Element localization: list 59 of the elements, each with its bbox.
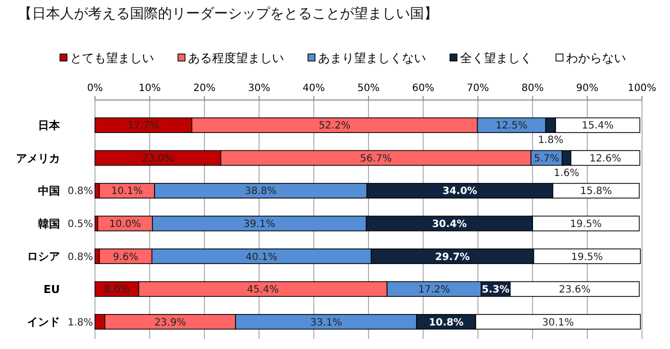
data-label: 39.1%	[243, 219, 276, 230]
y-tick-label: EU	[44, 282, 60, 296]
x-tick-label: 100%	[628, 83, 656, 94]
legend-label: あまり望ましくない	[318, 51, 426, 66]
data-label: 10.8%	[428, 317, 464, 328]
data-label: 23.0%	[142, 153, 174, 164]
legend-label: 全く望ましく	[460, 51, 532, 66]
data-label: 9.6%	[112, 252, 138, 263]
x-tick-label: 0%	[87, 83, 103, 94]
data-label: 34.0%	[442, 186, 478, 198]
y-tick-label: 韓国	[38, 217, 60, 230]
data-label: 15.4%	[582, 120, 614, 132]
data-label: 19.5%	[571, 252, 603, 263]
x-tick-label: 70%	[466, 83, 490, 94]
data-label: 38.8%	[244, 186, 277, 198]
data-label: 1.8%	[68, 317, 93, 328]
x-tick-label: 80%	[521, 83, 544, 94]
data-label: 29.7%	[435, 252, 470, 263]
data-label: 30.4%	[432, 219, 467, 230]
data-label: 5.3%	[482, 284, 510, 296]
data-label: 0.5%	[68, 219, 93, 230]
legend-label: とても望ましい	[70, 51, 154, 66]
data-label: 10.1%	[111, 186, 143, 198]
data-label: 12.6%	[589, 153, 622, 164]
data-label: 1.6%	[554, 168, 580, 179]
x-tick-label: 50%	[357, 83, 380, 94]
data-label: 0.8%	[68, 252, 93, 263]
x-tick-label: 10%	[138, 83, 161, 94]
y-tick-label: アメリカ	[16, 152, 60, 165]
data-label: 5.7%	[534, 153, 560, 164]
data-label: 40.1%	[246, 252, 278, 263]
chart-title: 【日本人が考える国際的リーダーシップをとることが望ましい国】	[18, 6, 438, 22]
x-tick-label: 40%	[302, 83, 325, 94]
y-tick-label: ロシア	[27, 250, 60, 264]
data-label: 19.5%	[570, 219, 602, 230]
x-tick-label: 90%	[576, 83, 598, 94]
data-label: 8.0%	[104, 284, 130, 296]
data-label: 15.8%	[580, 186, 612, 198]
data-label: 17.2%	[418, 284, 450, 296]
data-label: 10.0%	[109, 219, 141, 230]
data-label: 0.8%	[68, 186, 93, 198]
legend-label: わからない	[566, 51, 626, 66]
x-tick-label: 30%	[248, 83, 270, 94]
legend-label: ある程度望ましい	[188, 51, 284, 66]
data-label: 30.1%	[542, 317, 574, 328]
data-label: 1.8%	[538, 135, 564, 146]
data-label: 33.1%	[310, 317, 342, 328]
data-label: 45.4%	[247, 284, 279, 296]
data-label: 52.2%	[318, 120, 350, 132]
y-tick-label: インド	[27, 316, 60, 329]
data-label: 56.7%	[360, 153, 392, 164]
x-tick-label: 20%	[193, 83, 216, 94]
y-tick-label: 中国	[38, 184, 60, 198]
y-tick-label: 日本	[38, 119, 61, 132]
data-label: 23.9%	[154, 317, 186, 328]
x-tick-label: 60%	[412, 83, 434, 94]
data-label: 23.6%	[558, 284, 591, 296]
data-label: 12.5%	[496, 120, 528, 132]
data-label: 17.7%	[128, 120, 160, 132]
